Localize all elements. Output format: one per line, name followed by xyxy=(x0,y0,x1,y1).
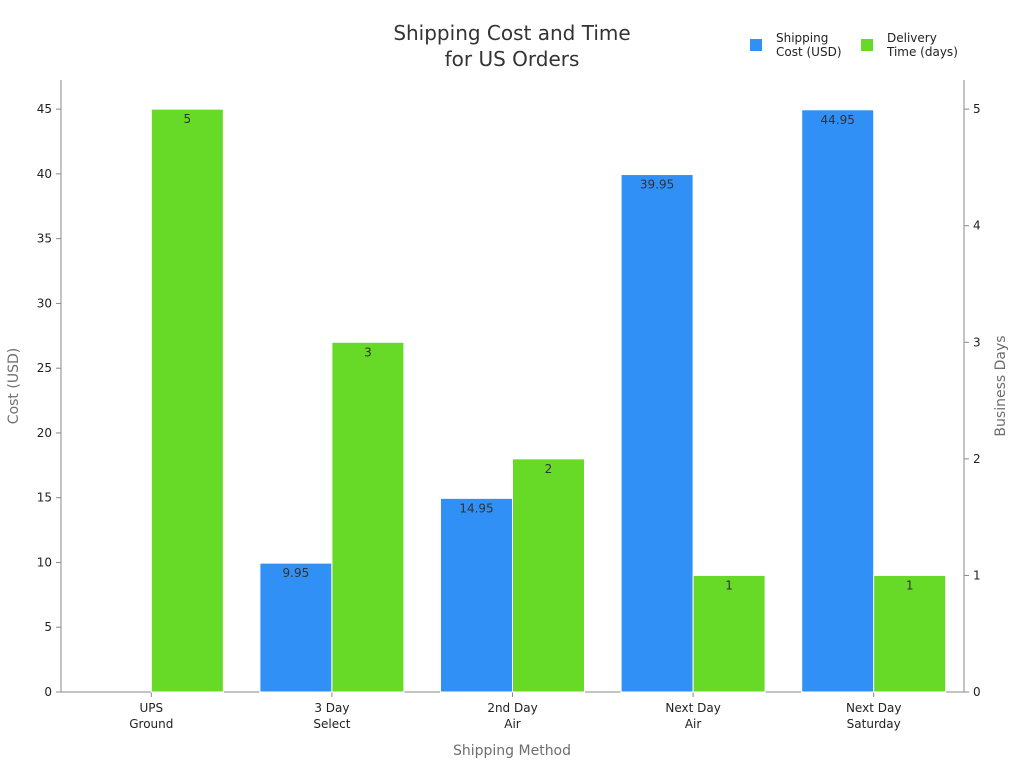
x-tick-label: UPS xyxy=(139,701,163,715)
delivery-bar-label: 5 xyxy=(183,112,191,126)
cost-bar xyxy=(620,174,694,693)
cost-bar xyxy=(801,109,875,693)
right-tick-label: 1 xyxy=(973,568,981,582)
right-tick-label: 4 xyxy=(973,219,981,233)
delivery-bar-label: 1 xyxy=(906,578,914,592)
right-axis-title: Business Days xyxy=(993,335,1009,436)
x-tick-label: Select xyxy=(313,717,350,731)
right-tick-label: 2 xyxy=(973,452,981,466)
delivery-bar xyxy=(512,458,585,693)
delivery-bar xyxy=(150,108,224,693)
left-tick-label: 35 xyxy=(37,232,52,246)
bars xyxy=(150,108,947,693)
cost-bar xyxy=(440,497,513,693)
x-axis-title: Shipping Method xyxy=(453,743,571,759)
left-tick-label: 5 xyxy=(44,620,52,634)
bar-labels: 9.95 14.95 39.95 44.95 5 3 2 1 1 xyxy=(183,112,913,592)
right-tick-label: 3 xyxy=(973,335,981,349)
left-tick-label: 0 xyxy=(44,685,52,699)
legend-label: Cost (USD) xyxy=(776,45,842,59)
cost-bar-label: 14.95 xyxy=(459,501,493,515)
legend-swatch xyxy=(750,39,762,51)
left-tick-label: 20 xyxy=(37,426,52,440)
left-tick-label: 25 xyxy=(37,361,52,375)
legend-label: Time (days) xyxy=(886,45,958,59)
x-tick-label: Next Day xyxy=(846,701,901,715)
x-tick-label: Next Day xyxy=(665,701,720,715)
legend-label: Shipping xyxy=(776,31,828,45)
cost-bar-label: 39.95 xyxy=(640,178,674,192)
left-tick-label: 40 xyxy=(37,167,52,181)
x-tick-label: Air xyxy=(685,717,702,731)
x-tick-label: Saturday xyxy=(847,717,901,731)
delivery-bar-label: 3 xyxy=(364,345,372,359)
left-tick-label: 10 xyxy=(37,555,52,569)
delivery-bar-label: 2 xyxy=(545,462,553,476)
delivery-bar xyxy=(331,341,405,693)
delivery-bar xyxy=(873,574,947,693)
cost-bar xyxy=(259,562,333,693)
legend-label: Delivery xyxy=(887,31,937,45)
left-axis-title: Cost (USD) xyxy=(6,348,22,424)
chart-title-line: Shipping Cost and Time xyxy=(393,21,630,45)
x-tick-label: 3 Day xyxy=(314,701,349,715)
x-tick-label: 2nd Day xyxy=(487,701,537,715)
left-tick-label: 30 xyxy=(37,296,52,310)
left-tick-label: 15 xyxy=(37,491,52,505)
delivery-bar xyxy=(692,574,766,693)
delivery-bar-label: 1 xyxy=(725,578,733,592)
chart-title-line: for US Orders xyxy=(445,47,580,71)
x-tick-label: Air xyxy=(504,717,521,731)
right-tick-label: 0 xyxy=(973,685,981,699)
legend-swatch xyxy=(861,39,873,51)
x-tick-label: Ground xyxy=(129,717,173,731)
cost-bar-label: 9.95 xyxy=(283,566,310,580)
right-tick-label: 5 xyxy=(973,102,981,116)
cost-bar-label: 44.95 xyxy=(821,113,855,127)
left-tick-label: 45 xyxy=(37,102,52,116)
